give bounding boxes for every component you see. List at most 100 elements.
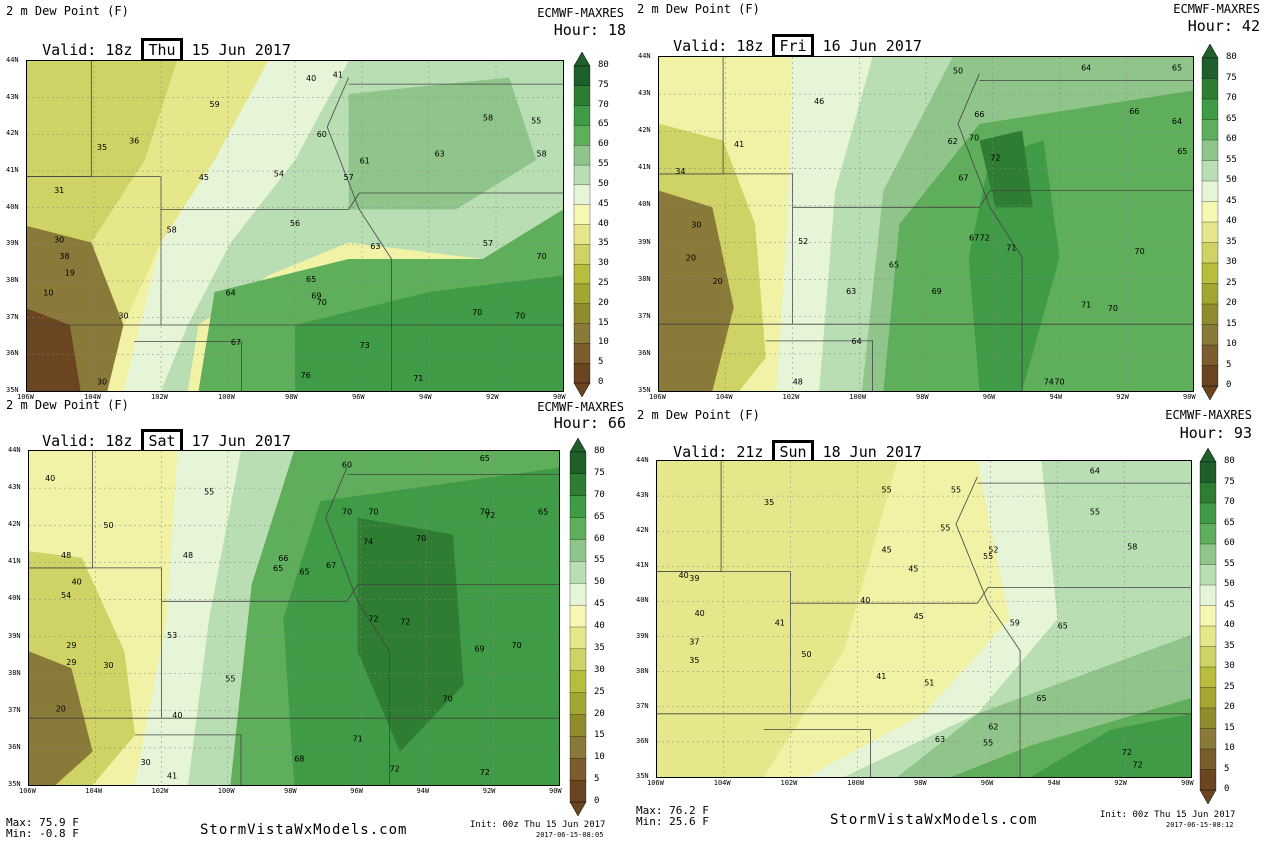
colorbar-swatch [1199,523,1217,545]
colorbar: 80 75 70 65 60 55 50 45 40 35 30 25 20 15 10 5 0 [568,437,624,817]
colorbar-swatch [1201,365,1219,387]
colorbar-scale [569,437,587,817]
colorbar-label: 25 [1226,277,1237,288]
contour-label: 73 [360,341,370,350]
colorbar-swatch [1199,605,1217,627]
contour-label: 41 [734,140,744,149]
colorbar-swatch [569,626,587,650]
colorbar-swatch [569,604,587,628]
contour-label: 55 [204,487,214,496]
colorbar-scale [573,51,591,398]
latitude-label: 39N [8,631,21,640]
latitude-label: 43N [6,92,19,101]
panel-hour-18: 2 m Dew Point (F) Valid: 18z Thu 15 Jun … [0,0,634,401]
longitude-label: 96W [980,779,994,787]
contour-label: 64 [1081,63,1091,72]
field-title: 2 m Dew Point (F) [637,2,760,16]
contour-label: 40 [72,578,82,587]
contour-label: 46 [814,97,824,106]
colorbar-label: 60 [598,139,609,150]
dewpoint-band [357,517,464,752]
contour-label: 72 [480,768,490,777]
latitude-label: 42N [638,126,651,135]
contour-label: 60 [342,461,352,470]
state-border [659,173,793,325]
colorbar-label: 55 [594,555,605,566]
contour-label: 70 [472,308,482,317]
latitude-label: 38N [638,274,651,283]
longitude-label: 102W [151,393,168,401]
colorbar-swatch [1199,584,1217,607]
colorbar-swatch [573,204,591,226]
contour-label: 41 [876,672,886,681]
longitude-label: 94W [416,787,430,795]
latitude-label: 38N [636,666,649,675]
colorbar-swatch [1199,646,1217,668]
state-border [325,467,390,719]
colorbar-max-arrow [573,51,591,67]
contour-label: 29 [66,658,76,667]
contour-label: 50 [801,650,811,659]
contour-label: 65 [480,454,490,463]
longitude-label: 96W [982,393,996,401]
colorbar-swatch [573,323,591,345]
contour-label: 41 [333,71,343,80]
colorbar-swatch [573,85,591,107]
longitude-label: 104W [84,393,101,401]
contour-label: 70 [512,641,522,650]
state-border [161,192,360,210]
contour-label: 64 [1090,467,1100,476]
latitude-label: 43N [8,483,21,492]
colorbar-swatch [1201,180,1219,203]
valid-date: 17 Jun 2017 [191,432,291,450]
latitude-label: 39N [6,239,19,248]
colorbar-swatch [569,539,587,563]
contour-label: 40 [860,596,870,605]
dewpoint-band [123,61,349,391]
contour-label: 63 [846,287,856,296]
colorbar-swatch [1199,707,1217,730]
colorbar-max-arrow [1199,447,1217,463]
colorbar: 80 75 70 65 60 55 50 45 40 35 30 25 20 15 10 5 0 [572,51,622,398]
colorbar-swatch [573,145,591,166]
contour-label: 72 [400,618,410,627]
valid-date: 18 Jun 2017 [822,443,922,461]
dewpoint-band [843,461,1191,777]
contour-label: 30 [691,220,701,229]
contour-label: 62 [948,137,958,146]
valid-date: 16 Jun 2017 [822,37,922,55]
colorbar-swatch [569,451,587,475]
colorbar-label: 35 [598,238,609,249]
contour-label: 20 [686,254,696,263]
longitude-label: 90W [553,393,566,401]
latitude-label: 42N [636,526,649,535]
colorbar-label: 55 [1226,154,1237,165]
colorbar-swatch [569,561,587,584]
brand-watermark: StormVistaWxModels.com [830,812,1038,828]
contour-label: 65 [1177,147,1187,156]
contour-label: 70 [537,252,547,261]
contour-label: 30 [103,661,113,670]
colorbar-swatch [1199,502,1217,525]
colorbar-scale [1201,43,1219,401]
colorbar-swatch [569,473,587,497]
contour-label: 71 [1006,244,1016,253]
latitude-label: 36N [638,348,651,357]
colorbar-label: 50 [598,178,609,189]
contour-label: 31 [54,186,64,195]
colorbar-swatch [1201,119,1219,141]
contour-label: 51 [924,678,934,687]
longitude-label: 100W [849,393,867,401]
field-title: 2 m Dew Point (F) [6,4,129,18]
contour-label: 70 [515,311,525,320]
contour-label: 60 [317,130,327,139]
colorbar-label: 20 [598,297,609,308]
latitude-label: 40N [6,202,19,211]
state-border [792,190,991,208]
contour-label: 52 [988,546,998,555]
contour-label: 35 [97,143,107,152]
colorbar-label: 45 [598,198,609,209]
colorbar-swatch [1199,461,1217,484]
valid-prefix: Valid: 18z [42,432,133,450]
